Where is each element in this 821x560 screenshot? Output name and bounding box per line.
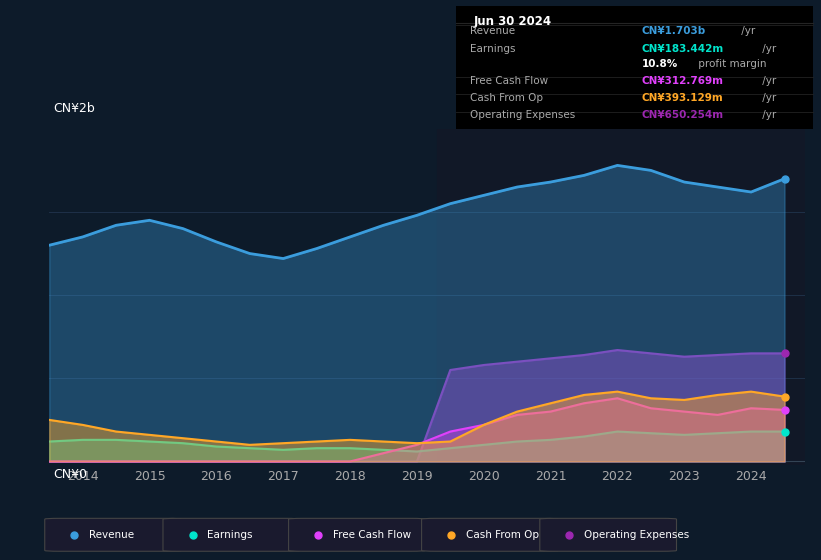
Text: CN¥2b: CN¥2b [53, 102, 94, 115]
Text: /yr: /yr [759, 110, 777, 120]
Text: CN¥183.442m: CN¥183.442m [641, 44, 723, 54]
FancyBboxPatch shape [540, 519, 677, 551]
Text: CN¥650.254m: CN¥650.254m [641, 110, 723, 120]
Text: Free Cash Flow: Free Cash Flow [470, 76, 548, 86]
Text: Earnings: Earnings [208, 530, 253, 540]
Text: Free Cash Flow: Free Cash Flow [333, 530, 411, 540]
Text: Operating Expenses: Operating Expenses [470, 110, 576, 120]
Text: CN¥393.129m: CN¥393.129m [641, 93, 723, 103]
Text: /yr: /yr [759, 44, 777, 54]
Text: 10.8%: 10.8% [641, 58, 677, 68]
Text: Cash From Op: Cash From Op [466, 530, 539, 540]
Text: CN¥1.703b: CN¥1.703b [641, 26, 705, 36]
Text: Revenue: Revenue [89, 530, 134, 540]
FancyBboxPatch shape [163, 519, 300, 551]
Text: Cash From Op: Cash From Op [470, 93, 543, 103]
Text: /yr: /yr [759, 93, 777, 103]
Text: CN¥0: CN¥0 [53, 468, 87, 481]
Text: Jun 30 2024: Jun 30 2024 [474, 16, 552, 29]
Bar [49, 129, 437, 465]
Text: /yr: /yr [759, 76, 777, 86]
FancyBboxPatch shape [289, 519, 425, 551]
FancyBboxPatch shape [45, 519, 181, 551]
Text: profit margin: profit margin [695, 58, 767, 68]
FancyBboxPatch shape [422, 519, 558, 551]
Text: Revenue: Revenue [470, 26, 515, 36]
Bar [437, 129, 805, 465]
Text: Operating Expenses: Operating Expenses [585, 530, 690, 540]
Text: CN¥312.769m: CN¥312.769m [641, 76, 723, 86]
Text: Earnings: Earnings [470, 44, 516, 54]
Text: /yr: /yr [738, 26, 755, 36]
